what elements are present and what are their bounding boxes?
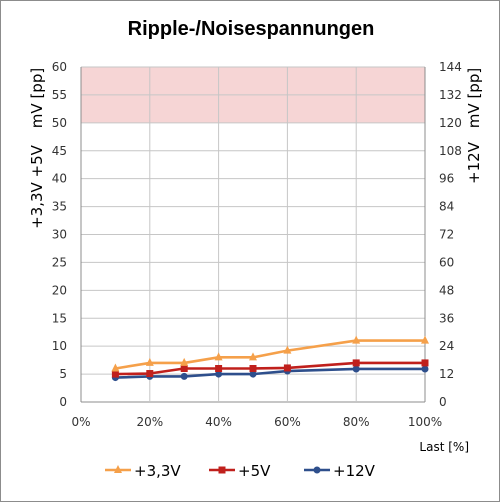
data-point-33v (145, 357, 154, 366)
y-right-tick-label: 108 (439, 144, 462, 158)
series-line-33v (115, 339, 425, 370)
y-left-tick-label: 15 (52, 311, 67, 325)
y-right-tick-label: 84 (439, 200, 454, 214)
legend-marker-5v (218, 466, 226, 474)
y-left-tick-label: 30 (52, 228, 67, 242)
y-left-axis-title-unit: mV [pp] (28, 68, 46, 128)
y-left-tick-label: 40 (52, 172, 67, 186)
data-point-5v (111, 370, 119, 378)
y-right-tick-label: 144 (439, 60, 462, 74)
legend-item-33v: +3,3V (105, 462, 181, 480)
y-right-tick-label: 48 (439, 283, 454, 297)
y-right-tick-label: 120 (439, 116, 462, 130)
data-point-5v (421, 359, 429, 367)
y-right-tick-label: 12 (439, 367, 454, 381)
data-point-12v (249, 370, 257, 378)
y-left-tick-label: 60 (52, 60, 67, 74)
data-point-33v (214, 352, 223, 361)
legend-marker-12v (313, 466, 321, 474)
y-right-tick-label: 60 (439, 255, 454, 269)
y-left-tick-label: 10 (52, 339, 67, 353)
data-point-5v (146, 370, 154, 378)
chart-title: Ripple-/Noisespannungen (128, 18, 375, 40)
data-point-12v (180, 372, 188, 380)
data-point-5v (249, 365, 257, 372)
data-point-33v (283, 345, 292, 354)
y-left-tick-label: 35 (52, 200, 67, 214)
x-tick-label: 100% (408, 415, 442, 429)
y-left-tick-label: 25 (52, 255, 67, 269)
data-point-33v (180, 357, 189, 366)
y-right-axis-title-unit: mV [pp] (465, 68, 483, 128)
x-tick-label: 40% (205, 415, 232, 429)
legend-item-5v: +5V (209, 462, 271, 480)
y-left-tick-label: 0 (59, 395, 67, 409)
y-left-tick-label: 45 (52, 144, 67, 158)
legend-label-33v: +3,3V (134, 462, 181, 480)
y-right-axis-title-series: +12V (465, 141, 483, 184)
legend-label-12v: +12V (333, 462, 376, 480)
y-right-tick-label: 0 (439, 395, 447, 409)
data-point-33v (249, 352, 257, 361)
series-line-12v (115, 367, 425, 379)
data-point-5v (215, 365, 223, 372)
data-point-12v (421, 365, 429, 373)
legend-label-5v: +5V (238, 462, 271, 480)
x-tick-label: 0% (71, 415, 90, 429)
y-right-tick-label: 24 (439, 339, 454, 353)
data-point-33v (421, 335, 429, 344)
data-point-5v (283, 364, 291, 372)
y-right-tick-label: 72 (439, 228, 454, 242)
y-left-tick-label: 50 (52, 116, 67, 130)
y-left-axis-title-series: +3,3V +5V (28, 144, 46, 229)
data-point-12v (352, 365, 360, 373)
x-axis-label: Last [%] (419, 440, 469, 454)
series-line-5v (115, 361, 425, 376)
data-point-5v (180, 365, 188, 372)
x-tick-label: 20% (136, 415, 163, 429)
data-point-5v (352, 359, 360, 367)
data-point-12v (215, 370, 223, 378)
x-tick-label: 60% (274, 415, 301, 429)
data-point-33v (111, 363, 120, 372)
y-right-tick-label: 132 (439, 88, 462, 102)
y-right-tick-label: 96 (439, 172, 454, 186)
y-right-tick-label: 36 (439, 311, 454, 325)
x-tick-label: 80% (343, 415, 370, 429)
y-left-tick-label: 20 (52, 283, 67, 297)
legend-item-12v: +12V (304, 462, 376, 480)
y-left-tick-label: 55 (52, 88, 67, 102)
legend-marker-33v (114, 465, 122, 473)
data-point-33v (352, 335, 361, 344)
y-left-tick-label: 5 (59, 367, 67, 381)
